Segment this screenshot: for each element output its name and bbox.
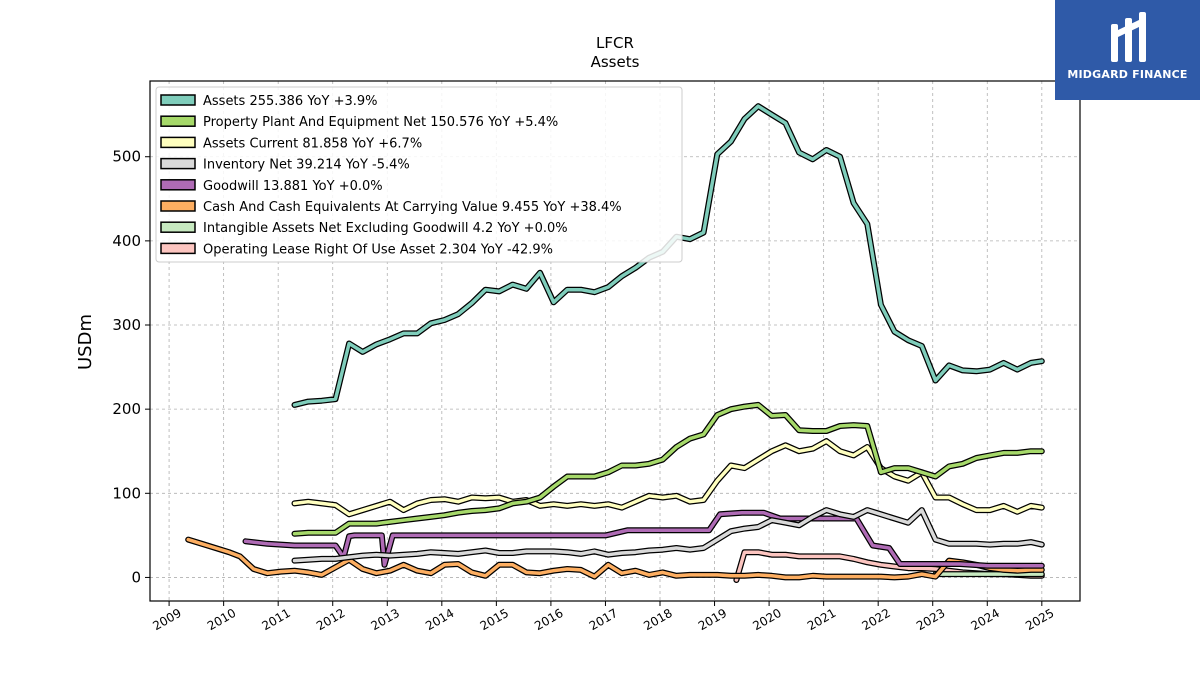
x-tick-label: 2014 [423,606,456,633]
legend-swatch [160,200,196,212]
series-line [292,403,1044,536]
x-tick-label: 2009 [150,606,183,633]
y-tick-label: 400 [112,232,141,250]
y-tick-label: 500 [112,148,141,166]
legend-swatch [160,94,196,106]
legend-swatch [160,221,196,233]
y-tick-label: 300 [112,316,141,334]
x-tick-label: 2022 [859,606,892,633]
legend-swatch [160,115,196,127]
series-outline [291,401,1045,537]
legend-swatch [160,136,196,149]
series-goodwill [242,509,1045,569]
series-line [186,537,1044,580]
y-axis-label: USDm [75,314,96,370]
x-tick-label: 2020 [750,606,783,633]
x-tick-label: 2011 [259,606,292,633]
chart-subtitle: Assets [591,53,640,71]
x-tick-label: 2017 [587,606,620,633]
legend-entry: Property Plant And Equipment Net 150.576… [203,115,558,130]
x-tick-label: 2010 [205,606,238,633]
brand-logo: MIDGARD FINANCE [1055,0,1200,100]
legend-entry: Inventory Net 39.214 YoY -5.4% [203,158,410,173]
x-tick-label: 2024 [969,606,1002,633]
chart-title: LFCR [596,34,634,52]
x-tick-label: 2019 [696,606,729,633]
x-tick-label: 2018 [641,606,674,633]
legend-box [155,86,683,263]
series-cash-and-cash-equivalents-at-carrying-value [185,536,1045,581]
legend-entry: Assets Current 81.858 YoY +6.7% [203,136,422,151]
legend-swatch [160,242,196,255]
x-tick-label: 2016 [532,606,565,633]
legend-entry: Goodwill 13.881 YoY +0.0% [203,179,383,194]
logo-text: MIDGARD FINANCE [1067,68,1188,81]
series-inventory-net [291,507,1045,564]
series-line [292,508,1044,563]
legend-entry: Assets 255.386 YoY +3.9% [203,94,378,109]
legend-entry: Cash And Cash Equivalents At Carrying Va… [203,200,622,215]
plot-frame [149,80,1081,602]
x-tick-label: 2025 [1023,606,1056,633]
logo-mark-icon [1111,12,1146,62]
legend: Assets 255.386 YoY +3.9% Property Plant A… [155,86,683,263]
x-tick-label: 2023 [914,606,947,633]
y-axis: 0 100 200 300 400 500 [112,148,150,586]
y-tick-label: 0 [131,568,141,586]
series-property-plant-and-equipment-net [291,401,1045,537]
x-axis: 2009 2010 2011 2012 2013 2014 2015 2016 2017 2018… [150,601,1057,633]
x-tick-label: 2015 [478,606,511,633]
series-line [243,510,1044,568]
legend-entry: Intangible Assets Net Excluding Goodwill… [203,221,568,236]
x-tick-label: 2012 [314,606,347,633]
x-tick-label: 2021 [805,606,838,633]
legend-swatch [160,179,196,191]
y-tick-label: 100 [112,484,141,502]
x-tick-label: 2013 [369,606,402,633]
legend-entry: Operating Lease Right Of Use Asset 2.304… [203,242,553,257]
legend-swatch [160,157,196,170]
y-tick-label: 200 [112,400,141,418]
